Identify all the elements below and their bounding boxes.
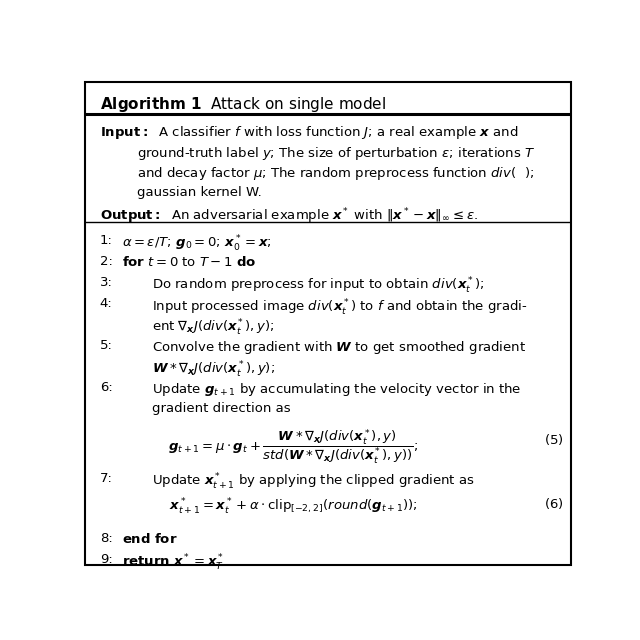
Text: Update $\boldsymbol{x}_{t+1}^*$ by applying the clipped gradient as: Update $\boldsymbol{x}_{t+1}^*$ by apply…	[152, 472, 474, 492]
Text: and decay factor $\mu$; The random preprocess function $div$(  );: and decay factor $\mu$; The random prepr…	[137, 165, 534, 182]
Text: Update $\boldsymbol{g}_{t+1}$ by accumulating the velocity vector in the: Update $\boldsymbol{g}_{t+1}$ by accumul…	[152, 381, 522, 398]
Text: $\mathbf{return}$ $\boldsymbol{x}^* = \boldsymbol{x}_T^*$.: $\mathbf{return}$ $\boldsymbol{x}^* = \b…	[122, 553, 229, 573]
Text: $(5)$: $(5)$	[544, 431, 563, 447]
Text: $(6)$: $(6)$	[544, 497, 563, 511]
Text: ground-truth label $y$; The size of perturbation $\epsilon$; iterations $T$: ground-truth label $y$; The size of pert…	[137, 145, 536, 162]
Text: $\boldsymbol{W} * \nabla_{\boldsymbol{x}}J(div(\boldsymbol{x}_t^*), y)$;: $\boldsymbol{W} * \nabla_{\boldsymbol{x}…	[152, 360, 275, 380]
Text: $\boldsymbol{x}_{t+1}^* = \boldsymbol{x}_t^* + \alpha \cdot \mathrm{clip}_{[-2,2: $\boldsymbol{x}_{t+1}^* = \boldsymbol{x}…	[169, 497, 418, 516]
Text: 5:: 5:	[100, 339, 113, 353]
Text: $\boldsymbol{g}_{t+1} = \mu \cdot \boldsymbol{g}_t + \dfrac{\boldsymbol{W} * \na: $\boldsymbol{g}_{t+1} = \mu \cdot \bolds…	[168, 427, 419, 465]
Text: $\mathbf{Output:}$  An adversarial example $\boldsymbol{x}^*$ with $\|\boldsymbo: $\mathbf{Output:}$ An adversarial exampl…	[100, 207, 478, 226]
Text: $\bf{Algorithm\ 1}$  Attack on single model: $\bf{Algorithm\ 1}$ Attack on single mod…	[100, 95, 386, 114]
Text: 3:: 3:	[100, 276, 113, 289]
Text: $\mathbf{for}$ $t = 0$ to $T - 1$ $\mathbf{do}$: $\mathbf{for}$ $t = 0$ to $T - 1$ $\math…	[122, 255, 257, 269]
Text: $\mathbf{Input:}$  A classifier $f$ with loss function $J$; a real example $\bol: $\mathbf{Input:}$ A classifier $f$ with …	[100, 124, 518, 141]
Text: gaussian kernel W.: gaussian kernel W.	[137, 186, 262, 199]
Text: 8:: 8:	[100, 532, 113, 545]
Text: $\alpha = \epsilon/T$; $\boldsymbol{g}_0 = 0$; $\boldsymbol{x}_0^* = \boldsymbol: $\alpha = \epsilon/T$; $\boldsymbol{g}_0…	[122, 234, 272, 253]
Text: 4:: 4:	[100, 298, 113, 310]
Text: Convolve the gradient with $\boldsymbol{W}$ to get smoothed gradient: Convolve the gradient with $\boldsymbol{…	[152, 339, 526, 356]
Text: 2:: 2:	[100, 255, 113, 268]
Text: Input processed image $div(\boldsymbol{x}_t^*)$ to $f$ and obtain the gradi-: Input processed image $div(\boldsymbol{x…	[152, 298, 527, 317]
Text: 9:: 9:	[100, 553, 113, 566]
Text: 7:: 7:	[100, 472, 113, 484]
Text: 1:: 1:	[100, 234, 113, 246]
Text: 6:: 6:	[100, 381, 113, 394]
Text: gradient direction as: gradient direction as	[152, 402, 291, 415]
Text: Do random preprocess for input to obtain $div(\boldsymbol{x}_t^*)$;: Do random preprocess for input to obtain…	[152, 276, 484, 296]
Text: $\mathbf{end\ for}$: $\mathbf{end\ for}$	[122, 532, 178, 546]
Text: ent $\nabla_{\boldsymbol{x}}J(div(\boldsymbol{x}_t^*), y)$;: ent $\nabla_{\boldsymbol{x}}J(div(\bolds…	[152, 318, 275, 338]
